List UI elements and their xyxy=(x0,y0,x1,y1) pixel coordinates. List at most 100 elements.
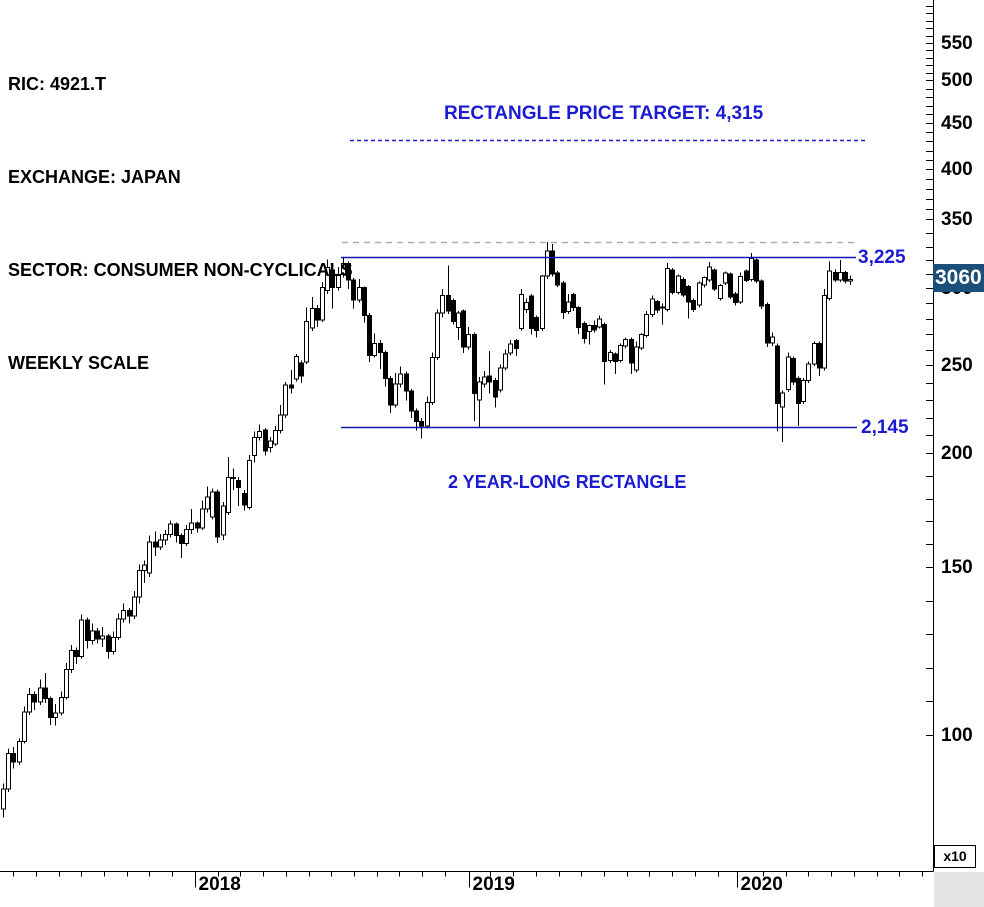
candle xyxy=(137,564,142,604)
candle xyxy=(712,268,717,291)
candle xyxy=(686,284,691,319)
candle xyxy=(38,679,43,705)
candle xyxy=(644,310,649,338)
candle xyxy=(555,271,560,287)
candle xyxy=(79,614,84,659)
candle xyxy=(90,623,95,645)
candle xyxy=(493,378,498,408)
candle xyxy=(634,341,639,373)
candle xyxy=(168,520,173,538)
candle xyxy=(336,267,341,291)
candle xyxy=(147,535,152,578)
candle xyxy=(74,647,79,664)
candle xyxy=(822,289,827,371)
header-exchange: EXCHANGE: JAPAN xyxy=(8,167,181,187)
candle xyxy=(6,748,11,793)
candle xyxy=(127,607,132,624)
candle xyxy=(461,309,466,353)
candle xyxy=(48,696,53,725)
candle xyxy=(409,388,414,419)
candle xyxy=(419,418,424,439)
candle xyxy=(53,704,58,726)
candle xyxy=(189,508,194,534)
candle xyxy=(304,307,309,365)
candle xyxy=(11,746,16,769)
candle xyxy=(320,281,325,323)
candle xyxy=(723,271,728,285)
support-price-label: 2,145 xyxy=(861,416,909,438)
rectangle-annotation-label: 2 YEAR-LONG RECTANGLE xyxy=(448,472,687,492)
candle xyxy=(629,337,634,375)
candle xyxy=(393,372,398,408)
candle xyxy=(153,531,158,557)
candle xyxy=(1,783,6,818)
candle xyxy=(294,353,299,382)
candle xyxy=(602,322,607,385)
candle xyxy=(582,321,587,344)
candle xyxy=(508,340,513,356)
candle xyxy=(435,309,440,361)
y-axis-tick-label: 350 xyxy=(941,208,973,230)
axis-corner-fill xyxy=(934,872,984,907)
candle xyxy=(806,361,811,383)
last-price-badge: 3060 xyxy=(933,263,984,292)
candle xyxy=(69,644,74,673)
candle xyxy=(759,279,764,309)
candle xyxy=(660,303,665,325)
y-axis-tick-label: 150 xyxy=(941,556,973,578)
candle xyxy=(733,291,738,306)
candle xyxy=(351,278,356,309)
header-scale: WEEKLY SCALE xyxy=(8,353,150,373)
candle xyxy=(221,502,226,541)
candle xyxy=(210,488,215,520)
candle xyxy=(487,350,492,394)
header-sector: SECTOR: CONSUMER NON-CYCLICALS xyxy=(8,260,353,280)
candle xyxy=(718,284,723,301)
candle xyxy=(514,339,519,357)
candle xyxy=(289,369,294,394)
candle xyxy=(142,560,147,584)
candle xyxy=(257,424,262,441)
candle xyxy=(576,306,581,334)
candle xyxy=(472,332,477,421)
candle xyxy=(388,375,393,413)
candle xyxy=(341,256,346,278)
candle xyxy=(132,591,137,620)
candle xyxy=(273,426,278,446)
candle xyxy=(613,352,618,375)
candle xyxy=(111,631,116,655)
y-axis-tick-label: 450 xyxy=(941,112,973,134)
candle xyxy=(27,687,32,715)
candle xyxy=(116,613,121,641)
candle xyxy=(456,310,461,341)
candle xyxy=(174,522,179,543)
candle xyxy=(268,436,273,453)
candle xyxy=(215,489,220,544)
candle xyxy=(665,262,670,312)
candle xyxy=(780,390,785,443)
candle xyxy=(670,267,675,295)
candle xyxy=(587,324,592,345)
candle xyxy=(357,279,362,303)
candle xyxy=(195,521,200,533)
candle xyxy=(597,315,602,329)
candle xyxy=(503,349,508,371)
candle xyxy=(43,672,48,704)
candle xyxy=(744,269,749,283)
candle xyxy=(566,293,571,314)
price-target-label: RECTANGLE PRICE TARGET: 4,315 xyxy=(444,103,764,124)
y-axis-tick-label: 250 xyxy=(941,354,973,376)
candle xyxy=(252,431,257,463)
candle xyxy=(676,274,681,295)
y-axis-tick-label: 100 xyxy=(941,724,973,746)
candle xyxy=(226,457,231,516)
candle xyxy=(618,343,623,363)
chart-header: RIC: 4921.T EXCHANGE: JAPAN SECTOR: CONS… xyxy=(8,7,353,441)
candle xyxy=(655,300,660,313)
candle xyxy=(728,272,733,300)
candle xyxy=(121,603,126,623)
candle xyxy=(786,352,791,392)
candle xyxy=(398,366,403,388)
candle xyxy=(179,533,184,558)
